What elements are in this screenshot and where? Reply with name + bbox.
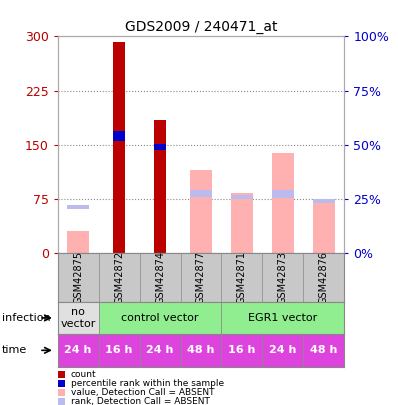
- Bar: [262, 334, 303, 367]
- Bar: [58, 302, 99, 334]
- Bar: [303, 334, 344, 367]
- Bar: [312, 200, 335, 253]
- Text: GSM42875: GSM42875: [73, 251, 83, 304]
- Bar: [181, 334, 221, 367]
- Text: GSM42876: GSM42876: [319, 251, 329, 304]
- Text: 24 h: 24 h: [269, 345, 297, 355]
- Bar: [99, 302, 221, 334]
- Bar: [154, 144, 166, 150]
- Bar: [190, 170, 212, 253]
- Text: 24 h: 24 h: [64, 345, 92, 355]
- Text: 16 h: 16 h: [105, 345, 133, 355]
- Text: value, Detection Call = ABSENT: value, Detection Call = ABSENT: [71, 388, 215, 397]
- Text: no
vector: no vector: [60, 307, 96, 329]
- Bar: [221, 334, 262, 367]
- Bar: [271, 190, 294, 198]
- Text: time: time: [2, 345, 27, 355]
- Bar: [67, 205, 90, 209]
- Bar: [221, 302, 344, 334]
- Bar: [113, 41, 125, 253]
- Text: EGR1 vector: EGR1 vector: [248, 313, 318, 323]
- Text: GSM42873: GSM42873: [278, 251, 288, 304]
- Bar: [154, 119, 166, 253]
- Text: control vector: control vector: [121, 313, 199, 323]
- Text: rank, Detection Call = ABSENT: rank, Detection Call = ABSENT: [71, 397, 210, 405]
- Bar: [67, 232, 90, 253]
- Text: 16 h: 16 h: [228, 345, 256, 355]
- Title: GDS2009 / 240471_at: GDS2009 / 240471_at: [125, 20, 277, 34]
- Text: percentile rank within the sample: percentile rank within the sample: [71, 379, 224, 388]
- Text: GSM42871: GSM42871: [237, 251, 247, 304]
- Bar: [312, 199, 335, 203]
- Text: GSM42874: GSM42874: [155, 251, 165, 304]
- Bar: [140, 334, 181, 367]
- Text: GSM42877: GSM42877: [196, 251, 206, 304]
- Text: 48 h: 48 h: [310, 345, 338, 355]
- Bar: [99, 334, 140, 367]
- Bar: [271, 153, 294, 253]
- Text: GSM42872: GSM42872: [114, 251, 124, 304]
- Text: count: count: [71, 370, 96, 379]
- Bar: [231, 193, 253, 253]
- Bar: [58, 334, 99, 367]
- Bar: [113, 131, 125, 141]
- Bar: [231, 195, 253, 199]
- Text: 48 h: 48 h: [187, 345, 215, 355]
- Text: 24 h: 24 h: [146, 345, 174, 355]
- Bar: [190, 190, 212, 197]
- Text: infection: infection: [2, 313, 51, 323]
